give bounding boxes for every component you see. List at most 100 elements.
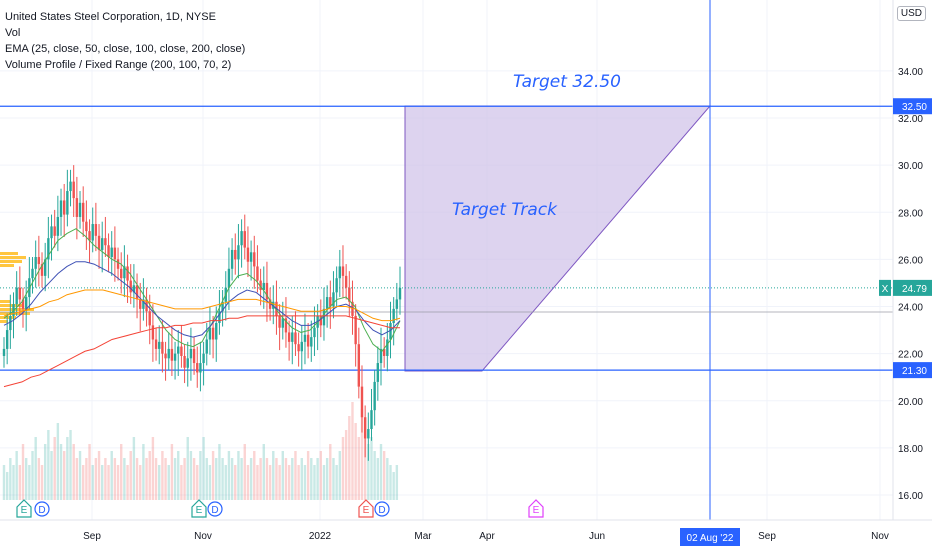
candle[interactable] xyxy=(116,259,120,269)
candle[interactable] xyxy=(66,191,69,215)
candle[interactable] xyxy=(167,348,170,359)
candle[interactable] xyxy=(218,311,221,323)
candle[interactable] xyxy=(21,299,25,309)
ema-100-line[interactable] xyxy=(3,289,401,322)
candle[interactable] xyxy=(379,348,383,364)
earnings-marker[interactable] xyxy=(191,499,207,518)
candle[interactable] xyxy=(192,348,196,364)
candle[interactable] xyxy=(24,297,28,309)
candle[interactable] xyxy=(85,221,88,232)
candle[interactable] xyxy=(56,216,60,236)
candle[interactable] xyxy=(9,315,12,331)
candle[interactable] xyxy=(53,226,56,236)
candle[interactable] xyxy=(348,287,351,302)
candle[interactable] xyxy=(221,301,224,312)
candle[interactable] xyxy=(363,417,367,439)
candle[interactable] xyxy=(173,353,177,361)
candle[interactable] xyxy=(211,327,215,340)
candle[interactable] xyxy=(110,247,113,258)
ema-50-line[interactable] xyxy=(3,261,401,338)
candle[interactable] xyxy=(177,346,180,354)
candle[interactable] xyxy=(256,266,259,281)
candle[interactable] xyxy=(313,327,316,338)
candle[interactable] xyxy=(392,308,395,323)
candle[interactable] xyxy=(278,315,281,328)
candle[interactable] xyxy=(259,280,262,291)
candle[interactable] xyxy=(59,200,63,217)
candle[interactable] xyxy=(154,339,158,349)
candle[interactable] xyxy=(151,325,155,340)
price-badge[interactable] xyxy=(893,362,932,379)
candle[interactable] xyxy=(205,339,208,354)
candle[interactable] xyxy=(341,266,345,276)
earnings-marker[interactable] xyxy=(358,499,374,518)
candle[interactable] xyxy=(389,322,392,340)
candle[interactable] xyxy=(158,341,161,349)
candle[interactable] xyxy=(123,266,126,279)
candle[interactable] xyxy=(243,231,246,248)
candle[interactable] xyxy=(319,315,322,326)
candle[interactable] xyxy=(107,245,110,258)
candle[interactable] xyxy=(360,386,364,418)
candle[interactable] xyxy=(18,287,22,300)
candle[interactable] xyxy=(376,363,380,382)
candle[interactable] xyxy=(237,245,240,260)
candle[interactable] xyxy=(268,299,272,309)
candle[interactable] xyxy=(97,235,101,250)
candle[interactable] xyxy=(126,266,129,281)
symbol-title[interactable]: United States Steel Corporation, 1D, NYS… xyxy=(5,11,216,23)
candle[interactable] xyxy=(94,224,98,236)
candle[interactable] xyxy=(240,231,243,246)
candle[interactable] xyxy=(291,332,294,342)
candle[interactable] xyxy=(382,348,386,356)
dividend-marker[interactable] xyxy=(374,501,390,517)
candle[interactable] xyxy=(37,257,41,265)
candle[interactable] xyxy=(2,348,6,356)
ema-200-line[interactable] xyxy=(3,315,400,388)
candle[interactable] xyxy=(15,287,18,305)
candle[interactable] xyxy=(69,181,72,192)
candle[interactable] xyxy=(370,410,373,430)
target-track-zone[interactable] xyxy=(404,105,712,372)
candle[interactable] xyxy=(246,247,250,262)
candle[interactable] xyxy=(183,355,186,368)
candle[interactable] xyxy=(5,330,9,349)
candle[interactable] xyxy=(294,332,297,345)
candle[interactable] xyxy=(281,318,284,328)
candle[interactable] xyxy=(78,202,82,217)
ema-25-line[interactable] xyxy=(3,228,401,352)
legend-volume[interactable]: Vol xyxy=(5,27,21,39)
candle[interactable] xyxy=(142,299,145,309)
candle[interactable] xyxy=(199,363,202,373)
candle[interactable] xyxy=(189,348,193,359)
candle[interactable] xyxy=(135,285,139,300)
dividend-marker[interactable] xyxy=(34,501,50,517)
candle[interactable] xyxy=(357,344,361,387)
candle[interactable] xyxy=(208,327,212,340)
candle[interactable] xyxy=(306,334,310,347)
candle[interactable] xyxy=(386,339,389,356)
candle[interactable] xyxy=(161,341,164,354)
candle[interactable] xyxy=(344,275,348,288)
candle[interactable] xyxy=(50,226,53,239)
candle[interactable] xyxy=(297,344,300,352)
candle[interactable] xyxy=(265,282,269,300)
candle[interactable] xyxy=(284,318,288,333)
candle[interactable] xyxy=(262,282,265,291)
legend-ema[interactable]: EMA (25, close, 50, close, 100, close, 2… xyxy=(5,43,246,55)
candle[interactable] xyxy=(310,337,313,347)
candle[interactable] xyxy=(329,297,332,307)
candle[interactable] xyxy=(47,238,50,260)
candle[interactable] xyxy=(227,268,231,288)
price-badge[interactable] xyxy=(893,98,932,115)
candle[interactable] xyxy=(303,334,307,342)
candle[interactable] xyxy=(196,363,199,373)
candle[interactable] xyxy=(170,348,174,361)
candle[interactable] xyxy=(120,268,123,279)
candle[interactable] xyxy=(43,259,47,276)
candle[interactable] xyxy=(180,346,183,356)
candle[interactable] xyxy=(62,200,66,215)
candle[interactable] xyxy=(253,252,256,267)
candle[interactable] xyxy=(31,268,34,279)
date-badge[interactable] xyxy=(680,528,740,546)
